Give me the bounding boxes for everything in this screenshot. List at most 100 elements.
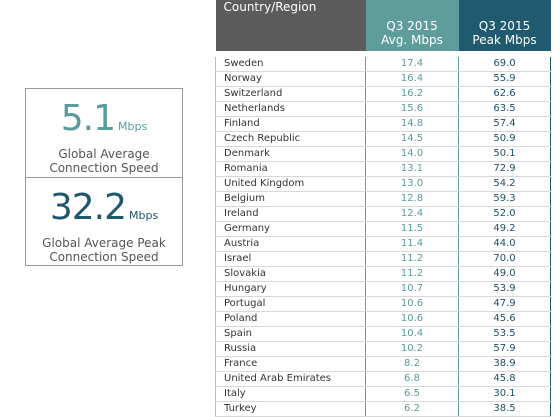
speed-cell: 11.2 xyxy=(365,251,459,267)
speed-cell: 59.3 xyxy=(458,191,551,207)
speed-cell: 72.9 xyxy=(458,161,551,177)
speed-cell: 45.6 xyxy=(458,311,551,327)
speed-cell: 38.9 xyxy=(458,356,551,372)
speed-cell: 11.2 xyxy=(365,266,459,282)
country-cell: Hungary xyxy=(215,281,366,297)
header-line: Q3 2015 xyxy=(478,19,531,33)
header-line: Country/Region xyxy=(223,0,317,14)
country-cell: United Arab Emirates xyxy=(215,371,366,387)
speed-cell: 6.2 xyxy=(365,401,459,417)
table-row: Israel 11.2 70.0 xyxy=(215,251,551,267)
country-cell: Ireland xyxy=(215,206,366,222)
stat-box: 5.1 Mbps Global Average Connection Speed xyxy=(25,88,183,178)
table-row: Czech Republic 14.5 50.9 xyxy=(215,131,551,147)
speed-cell: 11.4 xyxy=(365,236,459,252)
speed-cell: 6.8 xyxy=(365,371,459,387)
table-row: Slovakia 11.2 49.0 xyxy=(215,266,551,282)
speed-cell: 38.5 xyxy=(458,401,551,417)
speed-cell: 11.5 xyxy=(365,221,459,237)
stat-value-line: 5.1 Mbps xyxy=(26,99,182,147)
table-row: Poland 10.6 45.6 xyxy=(215,311,551,327)
country-cell: United Kingdom xyxy=(215,176,366,192)
speed-cell: 10.6 xyxy=(365,296,459,312)
page: {"stats": [ {"value": "5.1", "unit": "Mb… xyxy=(25,0,551,417)
country-cell: Slovakia xyxy=(215,266,366,282)
table-row: Germany 11.5 49.2 xyxy=(215,221,551,237)
country-cell: Turkey xyxy=(215,401,366,417)
stat-value-line: 32.2 Mbps xyxy=(26,188,182,236)
header-line: Peak Mbps xyxy=(472,33,537,47)
table-row: Russia 10.2 57.9 xyxy=(215,341,551,357)
table-row: Portugal 10.6 47.9 xyxy=(215,296,551,312)
speed-cell: 10.6 xyxy=(365,311,459,327)
stat-caption: Global Average Peak xyxy=(42,236,166,250)
country-cell: Switzerland xyxy=(215,86,366,102)
speed-cell: 17.4 xyxy=(365,51,459,72)
country-cell: Finland xyxy=(215,116,366,132)
country-cell: Czech Republic xyxy=(215,131,366,147)
stat-caption: Connection Speed xyxy=(49,250,159,264)
column-header: Q3 2015 Peak Mbps xyxy=(458,0,551,54)
speed-cell: 10.2 xyxy=(365,341,459,357)
header-line: Avg. Mbps xyxy=(381,33,443,47)
speed-cell: 44.0 xyxy=(458,236,551,252)
country-cell: Russia xyxy=(215,341,366,357)
speed-cell: 52.0 xyxy=(458,206,551,222)
table-row: Denmark 14.0 50.1 xyxy=(215,146,551,162)
speed-cell: 69.0 xyxy=(458,51,551,72)
column-header: Q3 2015 Avg. Mbps xyxy=(365,0,459,54)
country-table: Country/Region Q3 2015 Avg. Mbps Q3 2015 Pea… xyxy=(215,0,551,417)
country-cell: France xyxy=(215,356,366,372)
country-cell: Sweden xyxy=(215,51,366,72)
speed-cell: 14.5 xyxy=(365,131,459,147)
country-cell: Poland xyxy=(215,311,366,327)
country-cell: Denmark xyxy=(215,146,366,162)
speed-cell: 12.4 xyxy=(365,206,459,222)
stat-unit: Mbps xyxy=(118,120,148,133)
speed-cell: 13.0 xyxy=(365,176,459,192)
speed-cell: 49.2 xyxy=(458,221,551,237)
table-row: Finland 14.8 57.4 xyxy=(215,116,551,132)
table-row: Ireland 12.4 52.0 xyxy=(215,206,551,222)
stat-caption: Global Average xyxy=(58,147,150,161)
speed-cell: 63.5 xyxy=(458,101,551,117)
country-cell: Austria xyxy=(215,236,366,252)
speed-cell: 49.0 xyxy=(458,266,551,282)
speed-cell: 54.2 xyxy=(458,176,551,192)
table-row: Netherlands 15.6 63.5 xyxy=(215,101,551,117)
country-cell: Spain xyxy=(215,326,366,342)
speed-cell: 62.6 xyxy=(458,86,551,102)
speed-cell: 10.4 xyxy=(365,326,459,342)
speed-cell: 57.9 xyxy=(458,341,551,357)
speed-cell: 14.0 xyxy=(365,146,459,162)
table-row: Sweden 17.4 69.0 xyxy=(215,51,551,72)
country-cell: Italy xyxy=(215,386,366,402)
country-cell: Romania xyxy=(215,161,366,177)
table-row: Norway 16.4 55.9 xyxy=(215,71,551,87)
header-line: Q3 2015 xyxy=(386,19,438,33)
table-row: United Arab Emirates 6.8 45.8 xyxy=(215,371,551,387)
table-row: Italy 6.5 30.1 xyxy=(215,386,551,402)
speed-cell: 50.9 xyxy=(458,131,551,147)
table-row: Hungary 10.7 53.9 xyxy=(215,281,551,297)
table-row: Belgium 12.8 59.3 xyxy=(215,191,551,207)
stat-box: 32.2 Mbps Global Average Peak Connection Sp… xyxy=(25,177,183,266)
table-row: Spain 10.4 53.5 xyxy=(215,326,551,342)
speed-cell: 13.1 xyxy=(365,161,459,177)
stat-caption: Connection Speed xyxy=(49,161,159,175)
speed-cell: 47.9 xyxy=(458,296,551,312)
speed-cell: 10.7 xyxy=(365,281,459,297)
speed-cell: 16.4 xyxy=(365,71,459,87)
table-row: France 8.2 38.9 xyxy=(215,356,551,372)
speed-cell: 8.2 xyxy=(365,356,459,372)
speed-cell: 70.0 xyxy=(458,251,551,267)
country-cell: Norway xyxy=(215,71,366,87)
speed-cell: 15.6 xyxy=(365,101,459,117)
speed-cell: 6.5 xyxy=(365,386,459,402)
country-cell: Germany xyxy=(215,221,366,237)
speed-cell: 53.5 xyxy=(458,326,551,342)
stat-value: 5.1 xyxy=(60,98,116,139)
table-row: United Kingdom 13.0 54.2 xyxy=(215,176,551,192)
speed-cell: 50.1 xyxy=(458,146,551,162)
speed-cell: 53.9 xyxy=(458,281,551,297)
